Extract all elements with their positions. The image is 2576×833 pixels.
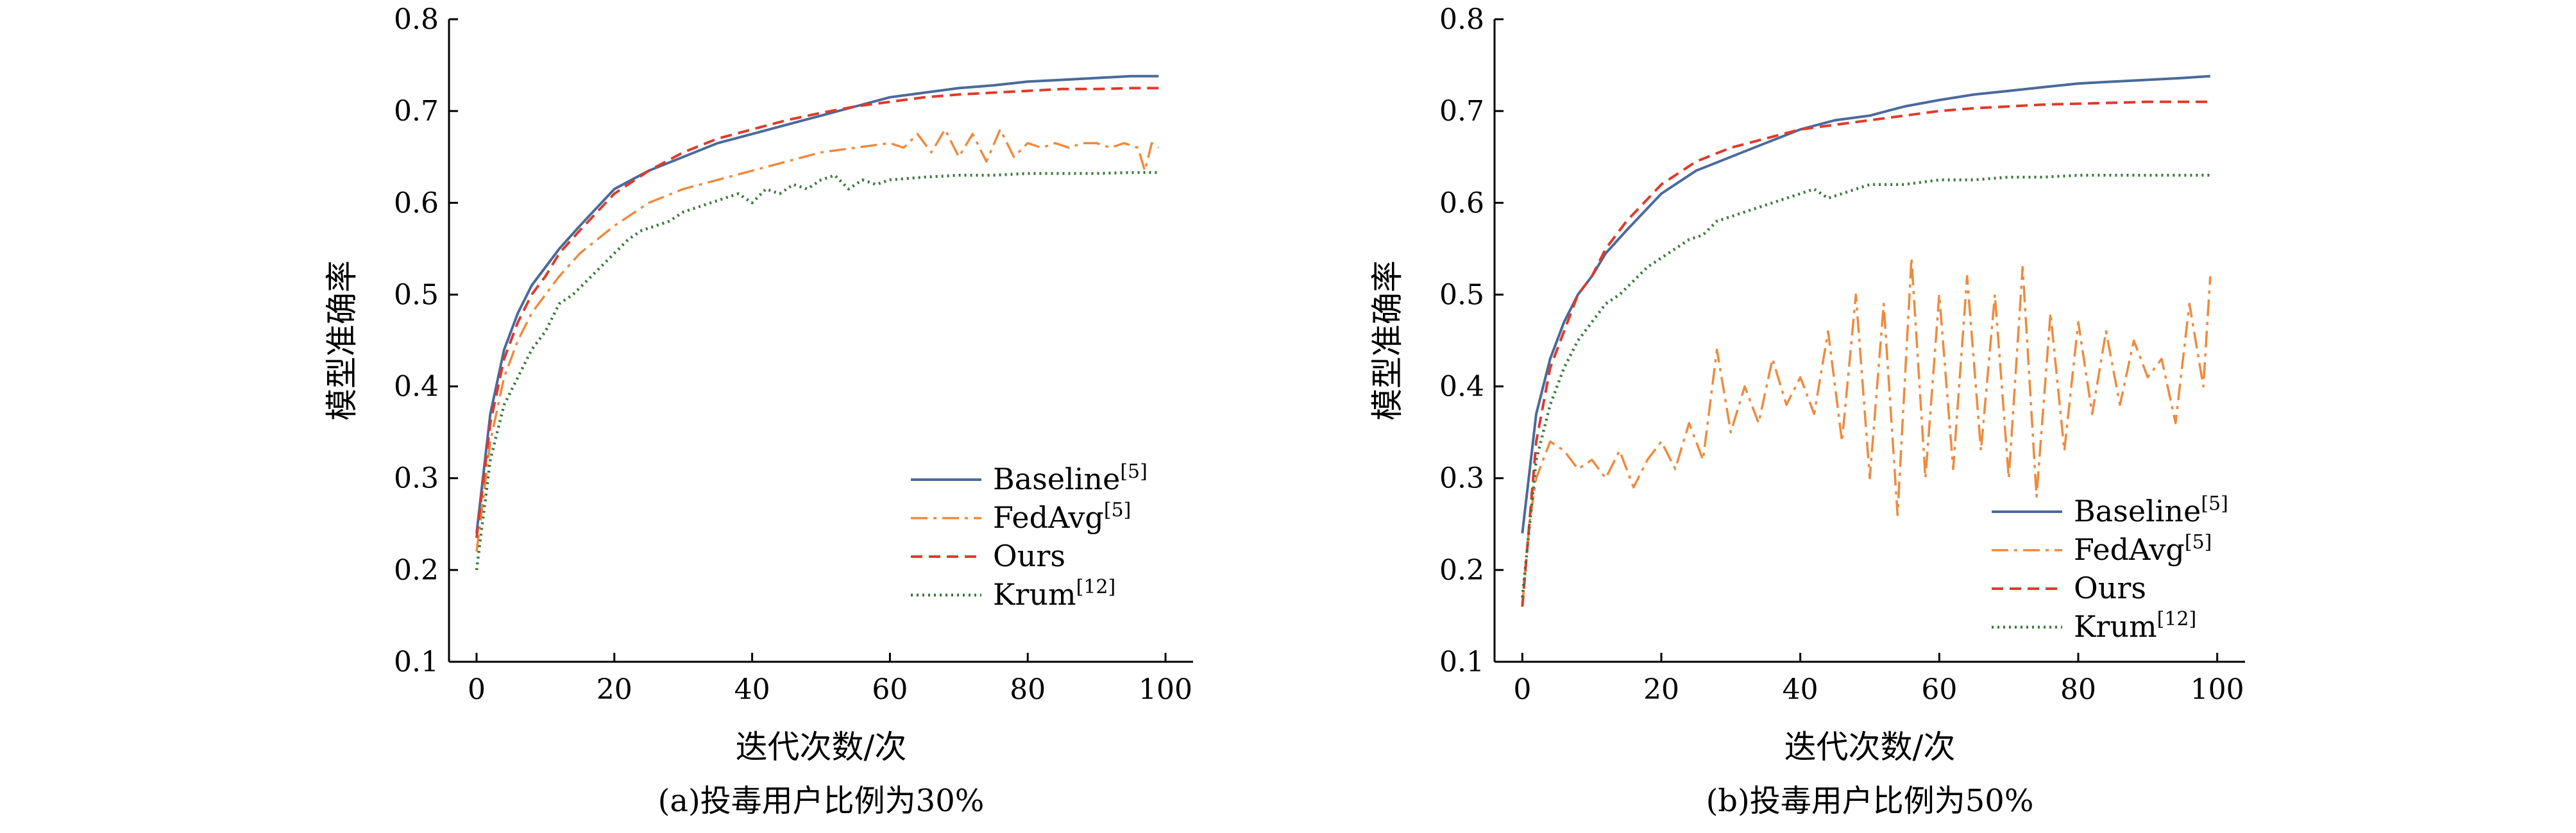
y-tick-label: 0.3 — [1439, 462, 1484, 495]
legend-label-fedavg: FedAvg[5] — [993, 499, 1131, 535]
y-tick-label: 0.1 — [1439, 646, 1484, 678]
series-line-baseline — [475, 74, 1159, 534]
legend-label-baseline: Baseline[5] — [2074, 492, 2228, 528]
x-tick-label: 80 — [2060, 673, 2096, 706]
chart-caption: (a)投毒用户比例为30% — [658, 783, 985, 819]
legend-label-ours: Ours — [993, 539, 1065, 573]
y-tick-label: 0.4 — [394, 371, 439, 403]
y-tick-label: 0.6 — [394, 187, 439, 219]
chart-caption: (b)投毒用户比例为50% — [1706, 783, 2034, 819]
y-tick-label: 0.7 — [394, 95, 439, 128]
x-tick-label: 80 — [1010, 673, 1046, 706]
legend-label-krum: Krum[12] — [2074, 608, 2196, 644]
y-tick-label: 0.2 — [394, 554, 439, 587]
x-tick-label: 0 — [1513, 673, 1531, 706]
y-tick-label: 0.5 — [1439, 278, 1484, 311]
legend-label-baseline: Baseline[5] — [993, 460, 1148, 496]
x-tick-label: 20 — [1643, 673, 1679, 706]
x-axis-title: 迭代次数/次 — [736, 728, 907, 766]
legend-label-ours: Ours — [2074, 571, 2146, 605]
y-axis-title: 模型准确率 — [1369, 260, 1406, 421]
y-tick-label: 0.7 — [1439, 95, 1484, 128]
series-line-krum — [1521, 174, 2210, 598]
x-tick-label: 60 — [872, 673, 908, 706]
y-tick-label: 0.2 — [1439, 554, 1484, 587]
y-tick-label: 0.3 — [394, 462, 439, 495]
series-line-fedavg — [1521, 257, 2212, 607]
series-line-ours — [475, 87, 1159, 539]
x-tick-label: 0 — [468, 673, 486, 706]
y-tick-label: 0.8 — [394, 3, 439, 36]
x-tick-label: 100 — [1139, 673, 1192, 706]
chart-panel-a: 0.1 0.2 0.3 0.4 0.5 0.6 0.7 0.8 0 20 40 60 80 100 迭代次数… — [323, 3, 1193, 819]
x-tick-label: 60 — [1921, 673, 1957, 706]
x-tick-label: 40 — [734, 673, 770, 706]
chart-panel-b: 0.1 0.2 0.3 0.4 0.5 0.6 0.7 0.8 0 20 40 60 80 100 迭代次数… — [1369, 3, 2245, 819]
x-tick-label: 100 — [2190, 673, 2244, 706]
y-tick-label: 0.8 — [1439, 3, 1484, 36]
y-tick-label: 0.4 — [1439, 371, 1484, 403]
legend-label-krum: Krum[12] — [993, 576, 1115, 612]
x-tick-label: 20 — [597, 673, 632, 706]
series-line-krum — [475, 171, 1159, 571]
x-axis-title: 迭代次数/次 — [1784, 728, 1956, 766]
y-tick-label: 0.1 — [394, 646, 439, 678]
y-tick-label: 0.5 — [394, 278, 439, 311]
series-line-fedavg — [475, 128, 1160, 552]
series-line-baseline — [1521, 74, 2210, 534]
series-line-ours — [1521, 100, 2210, 607]
legend-label-fedavg: FedAvg[5] — [2074, 531, 2212, 567]
x-tick-label: 40 — [1783, 673, 1818, 706]
y-tick-label: 0.6 — [1439, 187, 1484, 219]
y-axis-title: 模型准确率 — [323, 260, 360, 421]
